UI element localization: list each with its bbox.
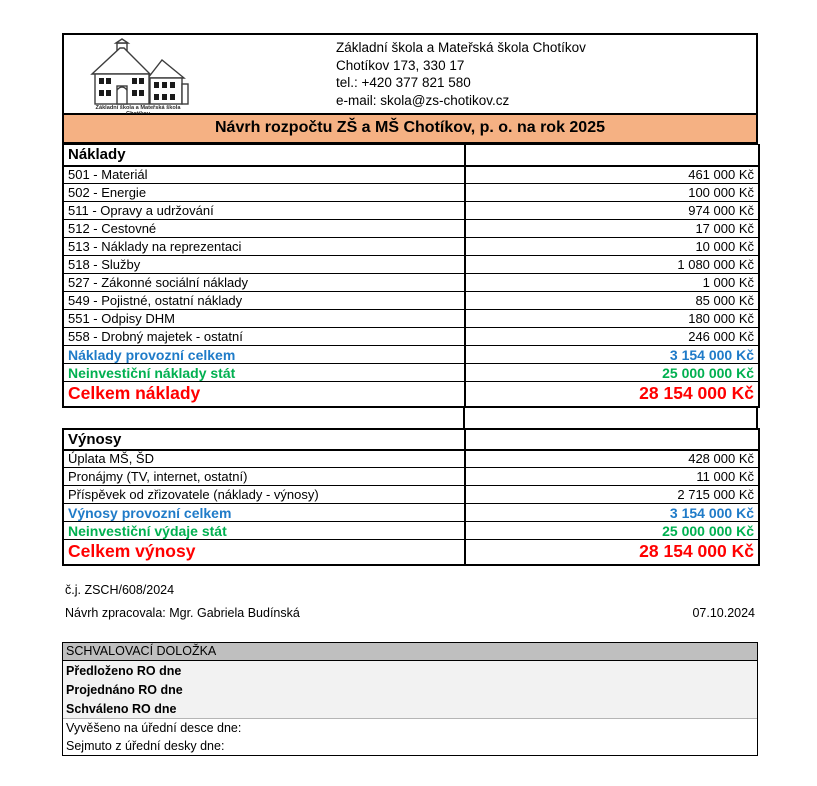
reference-number: č.j. ZSCH/608/2024 <box>65 582 175 597</box>
table-row: 512 - Cestovné 17 000 Kč <box>62 219 760 238</box>
table-row: 501 - Materiál 461 000 Kč <box>62 165 760 184</box>
naklady-provozni-total-row: Náklady provozní celkem 3 154 000 Kč <box>62 345 760 364</box>
total-label: Neinvestiční výdaje stát <box>62 521 466 540</box>
cost-label: 501 - Materiál <box>62 165 466 184</box>
cost-value: 1 080 000 Kč <box>464 255 760 274</box>
document-title: Návrh rozpočtu ZŠ a MŠ Chotíkov, p. o. n… <box>62 115 758 144</box>
total-label: Náklady provozní celkem <box>62 345 466 364</box>
table-row: Úplata MŠ, ŠD 428 000 Kč <box>62 449 760 468</box>
total-label: Neinvestiční náklady stát <box>62 363 466 382</box>
table-row: 518 - Služby 1 080 000 Kč <box>62 255 760 274</box>
revenue-label: Příspěvek od zřizovatele (náklady - výno… <box>62 485 466 504</box>
table-row: 551 - Odpisy DHM 180 000 Kč <box>62 309 760 328</box>
school-email: e-mail: skola@zs-chotikov.cz <box>336 92 510 108</box>
cost-value: 100 000 Kč <box>464 183 760 202</box>
revenue-value: 2 715 000 Kč <box>464 485 760 504</box>
grand-total-value: 28 154 000 Kč <box>464 539 760 566</box>
approval-clause-title: SCHVALOVACÍ DOLOŽKA <box>63 642 757 661</box>
vynosy-section-value-cell <box>464 428 760 451</box>
cost-label: 527 - Zákonné sociální náklady <box>62 273 466 292</box>
approval-row-projednano: Projednáno RO dne <box>66 682 183 697</box>
cost-value: 85 000 Kč <box>464 291 760 310</box>
total-value: 3 154 000 Kč <box>464 345 760 364</box>
table-row: 511 - Opravy a udržování 974 000 Kč <box>62 201 760 220</box>
vynosy-table: Výnosy Úplata MŠ, ŠD 428 000 Kč Pronájmy … <box>62 427 760 566</box>
school-building-icon: Základní škola a Mateřská škola Chotíkov <box>90 38 189 117</box>
cost-value: 180 000 Kč <box>464 309 760 328</box>
cost-value: 17 000 Kč <box>464 219 760 238</box>
table-row: Pronájmy (TV, internet, ostatní) 11 000 K… <box>62 467 760 486</box>
revenue-label: Úplata MŠ, ŠD <box>62 449 466 468</box>
table-row: 527 - Zákonné sociální náklady 1 000 Kč <box>62 273 760 292</box>
total-value: 25 000 000 Kč <box>464 521 760 540</box>
approval-row-vyveseno: Vyvěšeno na úřední desce dne: <box>63 718 757 737</box>
school-logo: Základní škola a Mateřská škola Chotíkov <box>86 38 198 117</box>
approval-clause: SCHVALOVACÍ DOLOŽKA Předloženo RO dne Pr… <box>62 641 758 756</box>
approval-row-predlozeno: Předloženo RO dne <box>66 663 182 678</box>
table-row: 558 - Drobný majetek - ostatní 246 000 Kč <box>62 327 760 346</box>
cost-label: 558 - Drobný majetek - ostatní <box>62 327 466 346</box>
school-address: Chotíkov 173, 330 17 <box>336 57 465 73</box>
naklady-section-title: Náklady <box>62 144 466 167</box>
cost-label: 549 - Pojistné, ostatní náklady <box>62 291 466 310</box>
naklady-stat-total-row: Neinvestiční náklady stát 25 000 000 Kč <box>62 363 760 382</box>
vynosy-section-title: Výnosy <box>62 428 466 451</box>
cost-label: 512 - Cestovné <box>62 219 466 238</box>
grand-total-label: Celkem výnosy <box>62 539 466 566</box>
logo-caption-line1: Základní škola a Mateřská škola <box>96 105 182 111</box>
logo-caption-line2: Chotíkov <box>126 111 151 114</box>
grand-total-value: 28 154 000 Kč <box>464 381 760 408</box>
table-row: 549 - Pojistné, ostatní náklady 85 000 Kč <box>62 291 760 310</box>
cost-value: 461 000 Kč <box>464 165 760 184</box>
separator-row <box>62 407 758 428</box>
revenue-value: 428 000 Kč <box>464 449 760 468</box>
vynosy-section-header: Výnosy <box>62 428 760 451</box>
cost-value: 10 000 Kč <box>464 237 760 256</box>
total-value: 25 000 000 Kč <box>464 363 760 382</box>
approval-clause-plain-section: Vyvěšeno na úřední desce dne: Sejmuto z … <box>63 718 757 755</box>
table-row: 513 - Náklady na reprezentaci 10 000 Kč <box>62 237 760 256</box>
naklady-section-value-cell <box>464 144 760 167</box>
cost-value: 1 000 Kč <box>464 273 760 292</box>
table-row: 502 - Energie 100 000 Kč <box>62 183 760 202</box>
prepared-by: Návrh zpracovala: Mgr. Gabriela Budínská <box>65 605 300 620</box>
cost-label: 518 - Služby <box>62 255 466 274</box>
naklady-grand-total-row: Celkem náklady 28 154 000 Kč <box>62 381 760 408</box>
cost-label: 513 - Náklady na reprezentaci <box>62 237 466 256</box>
separator-value-cell <box>463 407 758 428</box>
school-name: Základní škola a Mateřská škola Chotíkov <box>336 40 586 55</box>
cost-label: 551 - Odpisy DHM <box>62 309 466 328</box>
school-phone: tel.: +420 377 821 580 <box>336 75 471 90</box>
approval-clause-bold-section: Předloženo RO dne Projednáno RO dne Schv… <box>63 660 757 719</box>
budget-document: Základní škola a Mateřská škola Chotíkov… <box>62 33 760 756</box>
revenue-label: Pronájmy (TV, internet, ostatní) <box>62 467 466 486</box>
document-date: 07.10.2024 <box>692 605 755 620</box>
contact-block: Základní škola a Mateřská škola Chotíkov… <box>336 39 586 109</box>
vynosy-grand-total-row: Celkem výnosy 28 154 000 Kč <box>62 539 760 566</box>
cost-label: 511 - Opravy a udržování <box>62 201 466 220</box>
vynosy-stat-total-row: Neinvestiční výdaje stát 25 000 000 Kč <box>62 521 760 540</box>
naklady-table: Náklady 501 - Materiál 461 000 Kč 502 - E… <box>62 144 760 408</box>
document-header: Základní škola a Mateřská škola Chotíkov… <box>62 33 758 117</box>
revenue-value: 11 000 Kč <box>464 467 760 486</box>
vynosy-provozni-total-row: Výnosy provozní celkem 3 154 000 Kč <box>62 503 760 522</box>
total-value: 3 154 000 Kč <box>464 503 760 522</box>
approval-row-sejmuto: Sejmuto z úřední desky dne: <box>63 736 757 755</box>
grand-total-label: Celkem náklady <box>62 381 466 408</box>
prepared-line: Návrh zpracovala: Mgr. Gabriela Budínská… <box>65 606 755 620</box>
cost-value: 246 000 Kč <box>464 327 760 346</box>
cost-label: 502 - Energie <box>62 183 466 202</box>
table-row: Příspěvek od zřizovatele (náklady - výno… <box>62 485 760 504</box>
total-label: Výnosy provozní celkem <box>62 503 466 522</box>
naklady-section-header: Náklady <box>62 144 760 167</box>
approval-row-schvaleno: Schváleno RO dne <box>66 701 177 716</box>
cost-value: 974 000 Kč <box>464 201 760 220</box>
